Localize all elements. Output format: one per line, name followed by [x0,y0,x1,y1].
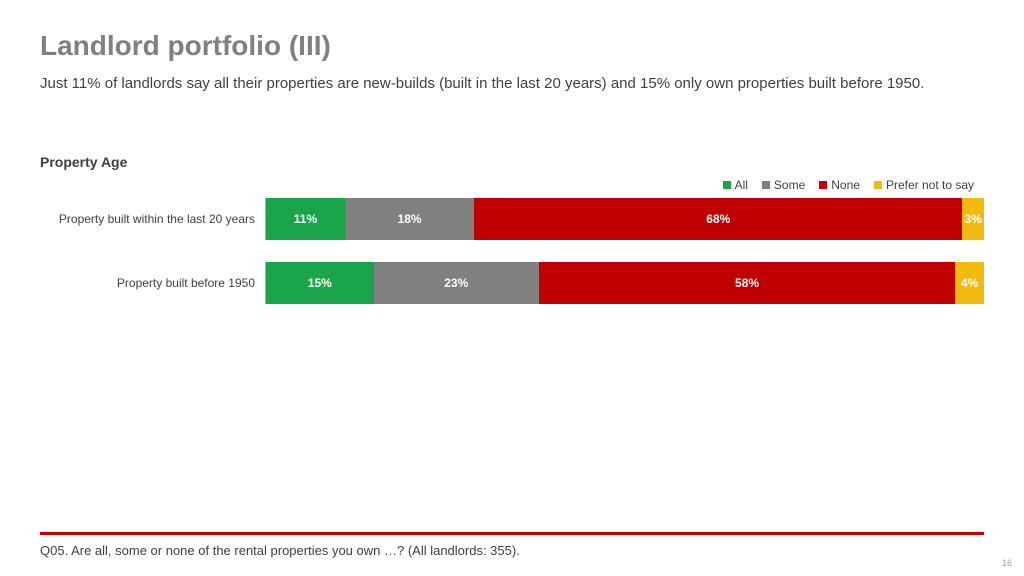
legend-label: Prefer not to say [886,178,974,192]
bar-segment-some: 18% [345,198,474,240]
legend-item: None [819,178,860,192]
legend-swatch [762,181,770,189]
legend-label: All [735,178,748,192]
page-subtitle: Just 11% of landlords say all their prop… [40,74,960,94]
legend-item: All [723,178,748,192]
bar-segment-all: 15% [266,262,374,304]
slide: Landlord portfolio (III) Just 11% of lan… [0,0,1024,576]
legend-label: None [831,178,860,192]
bar-track: 11% 18% 68% 3% [265,198,984,240]
page-number: 16 [1002,558,1012,568]
footer-separator [40,532,984,535]
footer: Q05. Are all, some or none of the rental… [40,532,984,558]
legend-swatch [819,181,827,189]
category-label: Property built before 1950 [40,276,265,290]
bar-track: 15% 23% 58% 4% [265,262,984,304]
legend-swatch [874,181,882,189]
chart-legend: All Some None Prefer not to say [40,178,984,192]
legend-swatch [723,181,731,189]
chart-title: Property Age [40,154,984,170]
chart-area: Property built within the last 20 years … [40,198,984,304]
bar-segment-prefer: 4% [955,262,984,304]
bar-segment-none: 68% [474,198,962,240]
legend-item: Some [762,178,805,192]
chart-row: Property built before 1950 15% 23% 58% 4… [40,262,984,304]
footer-text: Q05. Are all, some or none of the rental… [40,543,984,558]
bar-segment-prefer: 3% [962,198,984,240]
category-label: Property built within the last 20 years [40,212,265,226]
legend-item: Prefer not to say [874,178,974,192]
legend-label: Some [774,178,805,192]
bar-segment-none: 58% [539,262,955,304]
page-title: Landlord portfolio (III) [40,30,984,62]
bar-segment-all: 11% [266,198,345,240]
bar-segment-some: 23% [374,262,539,304]
chart-row: Property built within the last 20 years … [40,198,984,240]
